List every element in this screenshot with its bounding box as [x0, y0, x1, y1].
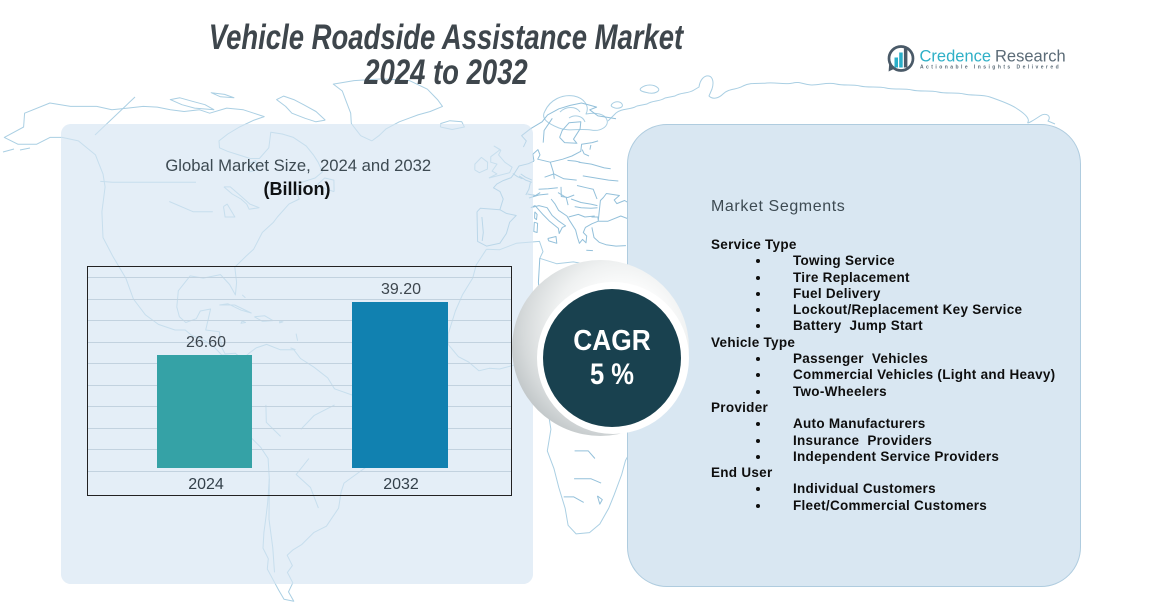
svg-text:Research: Research: [995, 48, 1066, 66]
svg-text:Actionable Insights Delivered: Actionable Insights Delivered: [920, 64, 1061, 70]
svg-text:Credence: Credence: [920, 48, 992, 66]
